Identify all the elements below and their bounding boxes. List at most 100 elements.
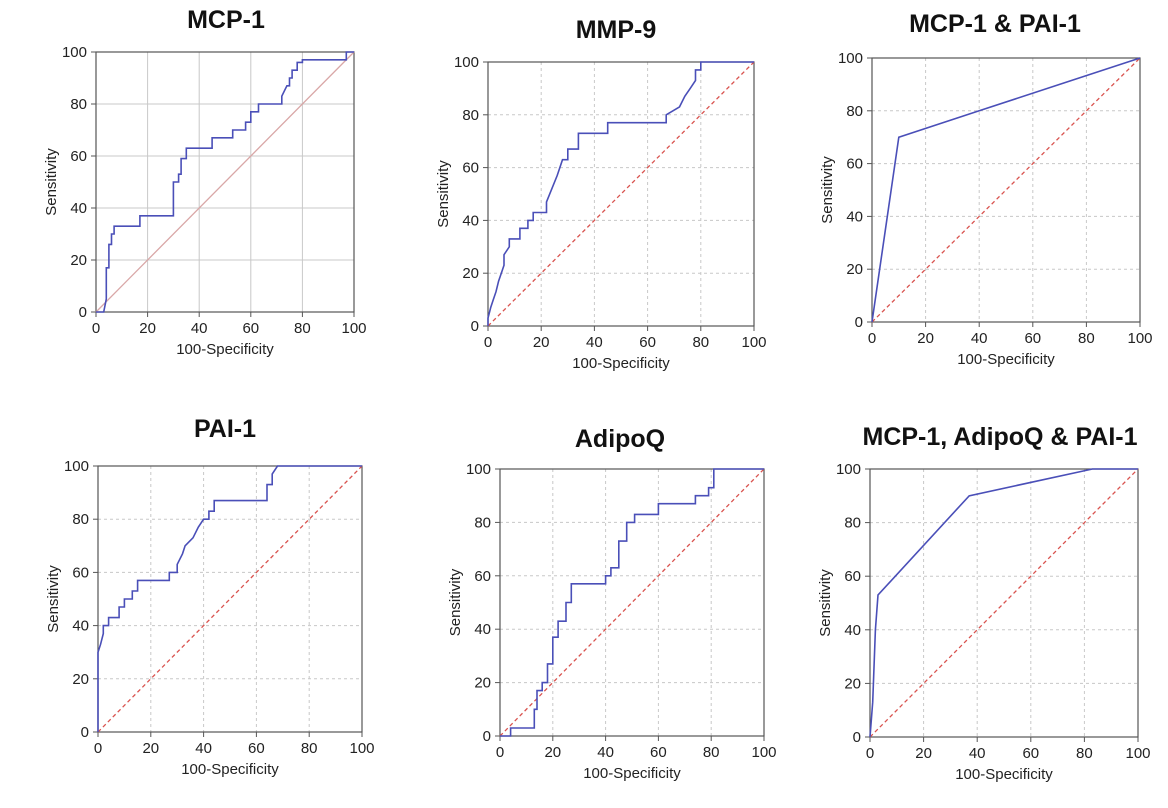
y-tick-label: 20 — [474, 675, 491, 692]
roc-curve — [487, 61, 754, 326]
y-axis-label: Sensitivity — [45, 565, 62, 633]
x-axis-label: 100-Specificity — [572, 355, 670, 372]
y-tick-label: 60 — [844, 568, 861, 585]
x-tick-label: 100 — [1125, 745, 1150, 762]
y-tick-label: 60 — [846, 156, 863, 173]
y-axis-label: Sensitivity — [819, 156, 836, 224]
y-tick-label: 60 — [70, 148, 87, 165]
y-tick-label: 0 — [853, 729, 861, 746]
x-tick-label: 60 — [1024, 330, 1041, 347]
y-tick-label: 100 — [838, 50, 863, 67]
x-axis-label: 100-Specificity — [957, 351, 1055, 368]
roc-chart-mmp9: 0 20 40 60 80 100 0 20 40 60 80 100 100-Specificity S… — [435, 54, 767, 372]
roc-panel-mcp1-pai1: MCP-1 & PAI-1 0 20 40 60 80 100 0 20 40 60 80 100 10… — [0, 0, 1168, 390]
chart-title: MCP-1, AdipoQ & PAI-1 — [862, 423, 1138, 451]
x-tick-label: 0 — [868, 330, 876, 347]
plot-frame — [499, 468, 765, 737]
plot-frame — [97, 465, 363, 733]
y-tick-label: 20 — [846, 261, 863, 278]
x-tick-label: 80 — [692, 334, 709, 351]
roc-chart-adipoq: 0 20 40 60 80 100 0 20 40 60 80 100 100-Specificity S… — [447, 461, 777, 782]
x-tick-label: 40 — [586, 334, 603, 351]
chart-title: AdipoQ — [574, 425, 666, 453]
x-tick-label: 40 — [971, 330, 988, 347]
y-tick-label: 0 — [483, 728, 491, 745]
y-tick-label: 0 — [79, 304, 87, 321]
y-tick-label: 100 — [466, 461, 491, 478]
x-tick-label: 80 — [1078, 330, 1095, 347]
y-tick-label: 100 — [62, 44, 87, 61]
x-tick-label: 20 — [142, 740, 159, 757]
y-tick-label: 80 — [462, 107, 479, 124]
chart-title: MCP-1 — [187, 6, 265, 34]
y-tick-label: 20 — [462, 265, 479, 282]
roc-curve — [869, 468, 1138, 738]
plot-frame — [871, 57, 1141, 323]
x-tick-label: 80 — [703, 744, 720, 761]
x-tick-label: 80 — [1076, 745, 1093, 762]
x-tick-label: 60 — [242, 320, 259, 337]
x-tick-label: 20 — [915, 745, 932, 762]
roc-chart-pai1: 0 20 40 60 80 100 0 20 40 60 80 100 100-Specificity S… — [45, 458, 375, 778]
x-tick-label: 20 — [917, 330, 934, 347]
x-tick-label: 40 — [195, 740, 212, 757]
x-tick-label: 0 — [94, 740, 102, 757]
chart-title: MCP-1 & PAI-1 — [909, 10, 1081, 38]
roc-panel-mmp9: MMP-9 0 20 40 60 80 100 0 20 40 60 80 100 100-Specif… — [0, 0, 780, 390]
y-tick-label: 0 — [471, 318, 479, 335]
x-tick-label: 20 — [544, 744, 561, 761]
roc-panel-mcp1: MCP-1 0 20 40 60 80 100 0 20 40 60 80 100 100-Specif… — [0, 0, 380, 390]
y-tick-label: 80 — [70, 96, 87, 113]
roc-curve — [871, 57, 1141, 323]
y-tick-label: 80 — [844, 515, 861, 532]
x-axis-label: 100-Specificity — [955, 766, 1053, 783]
y-tick-label: 80 — [846, 103, 863, 120]
chart-title: PAI-1 — [193, 415, 257, 443]
plot-frame — [487, 61, 755, 327]
y-tick-label: 100 — [64, 458, 89, 475]
x-tick-label: 100 — [1127, 330, 1152, 347]
y-tick-label: 20 — [844, 675, 861, 692]
y-axis-label: Sensitivity — [447, 568, 464, 636]
x-tick-label: 0 — [866, 745, 874, 762]
roc-chart-mcp1-pai1: 0 20 40 60 80 100 0 20 40 60 80 100 100-Specificity S… — [819, 50, 1153, 368]
y-tick-label: 60 — [72, 564, 89, 581]
x-tick-label: 100 — [349, 740, 374, 757]
y-tick-label: 80 — [72, 511, 89, 528]
x-axis-label: 100-Specificity — [181, 761, 279, 778]
x-tick-label: 100 — [741, 334, 766, 351]
x-tick-label: 20 — [533, 334, 550, 351]
x-tick-label: 0 — [496, 744, 504, 761]
x-tick-label: 60 — [248, 740, 265, 757]
x-axis-label: 100-Specificity — [176, 341, 274, 358]
roc-curve — [97, 465, 362, 732]
x-tick-label: 0 — [484, 334, 492, 351]
roc-chart-mcp1: 0 20 40 60 80 100 0 20 40 60 80 100 100-Specificity S… — [43, 44, 367, 358]
x-tick-label: 20 — [139, 320, 156, 337]
roc-curve — [500, 468, 764, 737]
x-tick-label: 0 — [92, 320, 100, 337]
y-tick-label: 100 — [454, 54, 479, 71]
x-axis-label: 100-Specificity — [583, 765, 681, 782]
y-tick-label: 40 — [72, 618, 89, 635]
y-tick-label: 20 — [70, 252, 87, 269]
plot-frame — [869, 468, 1139, 738]
y-tick-label: 60 — [474, 568, 491, 585]
y-tick-label: 40 — [462, 212, 479, 229]
roc-panel-adipoq: AdipoQ 0 20 40 60 80 100 0 20 40 60 80 100 100-Speci… — [447, 425, 777, 782]
chart-title: MMP-9 — [575, 16, 657, 44]
x-tick-label: 80 — [301, 740, 318, 757]
x-tick-label: 40 — [969, 745, 986, 762]
y-axis-label: Sensitivity — [435, 160, 452, 228]
y-tick-label: 100 — [836, 461, 861, 478]
y-tick-label: 80 — [474, 514, 491, 531]
y-axis-label: Sensitivity — [43, 148, 60, 216]
reference-diagonal — [869, 468, 1139, 738]
reference-diagonal — [95, 51, 355, 313]
y-tick-label: 40 — [844, 622, 861, 639]
x-tick-label: 40 — [191, 320, 208, 337]
y-axis-label: Sensitivity — [817, 569, 834, 637]
x-tick-label: 100 — [751, 744, 776, 761]
x-tick-label: 100 — [341, 320, 366, 337]
